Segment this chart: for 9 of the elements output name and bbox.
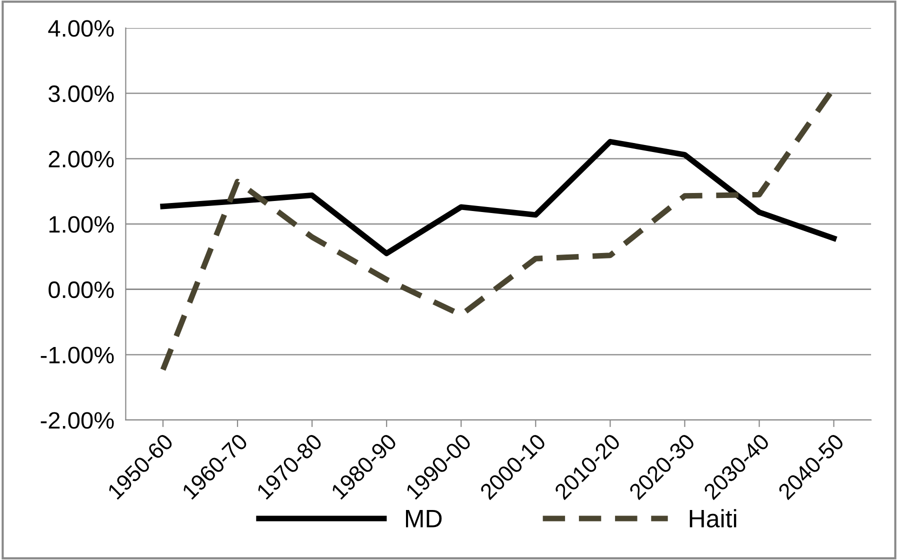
y-tick-label: -2.00% [40,412,114,429]
y-tick-label: 0.00% [48,281,114,298]
y-tick-label: -1.00% [40,346,114,364]
y-tick-label: 3.00% [48,85,114,102]
y-tick-label: 4.00% [48,20,114,37]
y-tick-label: 2.00% [48,150,114,168]
legend-label: Haiti [690,509,736,528]
y-tick-label: 1.00% [49,216,114,233]
legend-label: MD [406,510,442,528]
